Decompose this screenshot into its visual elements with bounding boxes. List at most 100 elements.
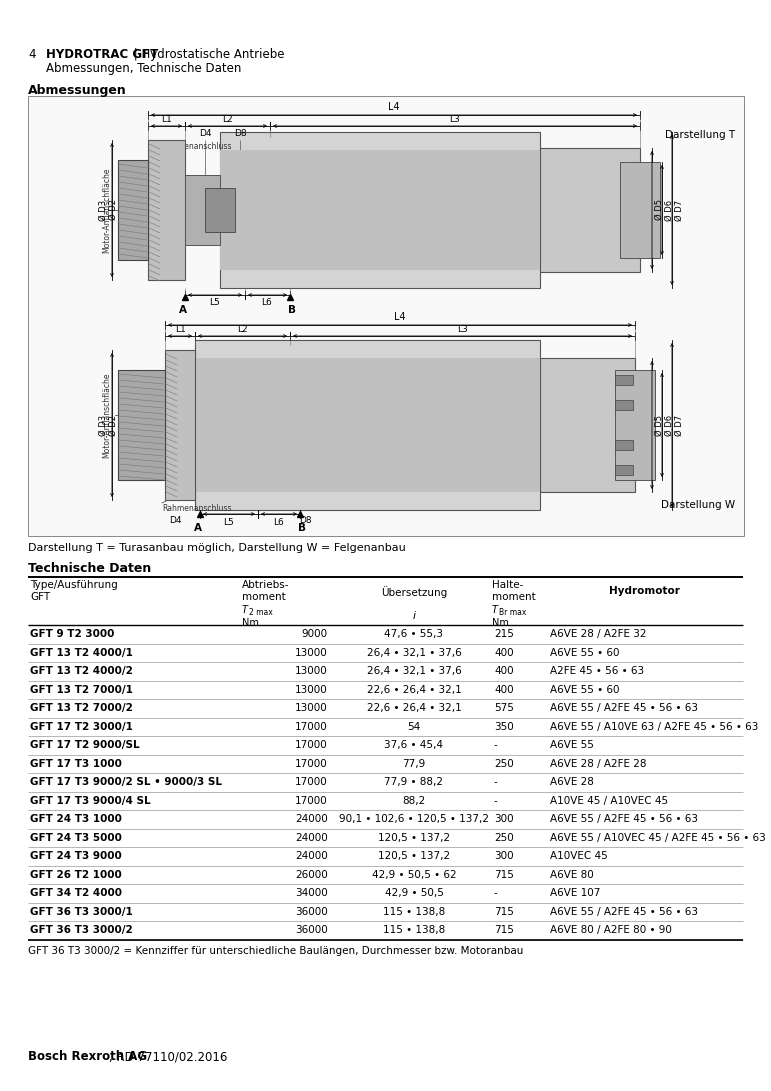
Text: GFT 36 T3 3000/1: GFT 36 T3 3000/1 — [30, 907, 133, 916]
Text: 9000: 9000 — [302, 630, 328, 639]
Text: GFT 24 T3 5000: GFT 24 T3 5000 — [30, 832, 122, 842]
Text: Ø D3: Ø D3 — [99, 200, 108, 220]
Text: 24000: 24000 — [295, 814, 328, 824]
Bar — [615, 465, 633, 475]
Text: Br max: Br max — [499, 608, 527, 618]
Text: 37,6 • 45,4: 37,6 • 45,4 — [385, 741, 443, 751]
Text: 115 • 138,8: 115 • 138,8 — [383, 907, 445, 916]
Text: 24000: 24000 — [295, 832, 328, 842]
Text: 120,5 • 137,2: 120,5 • 137,2 — [378, 832, 450, 842]
Text: 17000: 17000 — [295, 795, 328, 806]
Text: moment: moment — [492, 592, 536, 602]
Text: Hydromotor: Hydromotor — [608, 586, 679, 596]
Text: 17000: 17000 — [295, 741, 328, 751]
Text: 90,1 • 102,6 • 120,5 • 137,2: 90,1 • 102,6 • 120,5 • 137,2 — [339, 814, 489, 824]
Text: 77,9: 77,9 — [402, 758, 426, 769]
Text: Ø D6: Ø D6 — [665, 415, 674, 435]
Text: 42,9 • 50,5: 42,9 • 50,5 — [385, 888, 443, 898]
Text: 26,4 • 32,1 • 37,6: 26,4 • 32,1 • 37,6 — [367, 648, 461, 658]
Text: A6VE 55 / A2FE 45 • 56 • 63: A6VE 55 / A2FE 45 • 56 • 63 — [550, 907, 698, 916]
Text: 120,5 • 137,2: 120,5 • 137,2 — [378, 851, 450, 861]
Text: A6VE 55 • 60: A6VE 55 • 60 — [550, 685, 620, 695]
Text: -: - — [494, 795, 498, 806]
Text: T: T — [242, 606, 248, 615]
Bar — [615, 375, 633, 385]
Text: 215: 215 — [494, 630, 514, 639]
Text: Technische Daten: Technische Daten — [28, 562, 151, 575]
Text: 26000: 26000 — [295, 870, 328, 879]
Text: L6: L6 — [261, 298, 272, 307]
Text: 22,6 • 26,4 • 32,1: 22,6 • 26,4 • 32,1 — [367, 685, 461, 695]
Text: D4: D4 — [199, 129, 211, 137]
Text: GFT 17 T3 9000/4 SL: GFT 17 T3 9000/4 SL — [30, 795, 150, 806]
Text: 47,6 • 55,3: 47,6 • 55,3 — [385, 630, 443, 639]
Text: Abmessungen: Abmessungen — [28, 84, 126, 97]
Bar — [148, 140, 185, 280]
Text: 715: 715 — [494, 925, 514, 935]
Text: 400: 400 — [494, 648, 513, 658]
Text: GFT 13 T2 4000/2: GFT 13 T2 4000/2 — [30, 667, 133, 676]
Text: Übersetzung: Übersetzung — [381, 586, 447, 598]
Text: A2FE 45 • 56 • 63: A2FE 45 • 56 • 63 — [550, 667, 644, 676]
Text: Ø D6: Ø D6 — [665, 200, 674, 220]
Text: A6VE 55 / A10VE 63 / A2FE 45 • 56 • 63: A6VE 55 / A10VE 63 / A2FE 45 • 56 • 63 — [550, 722, 759, 732]
Text: Darstellung W: Darstellung W — [661, 500, 735, 509]
Text: 115 • 138,8: 115 • 138,8 — [383, 925, 445, 935]
Text: GFT 17 T2 9000/SL: GFT 17 T2 9000/SL — [30, 741, 140, 751]
Text: A6VE 28: A6VE 28 — [550, 777, 594, 788]
Text: L2: L2 — [237, 325, 247, 334]
Text: A6VE 55: A6VE 55 — [550, 741, 594, 751]
Text: 575: 575 — [494, 704, 514, 714]
Text: -: - — [494, 888, 498, 898]
Text: Darstellung T: Darstellung T — [665, 130, 735, 140]
Text: L6: L6 — [274, 518, 284, 527]
Text: 54: 54 — [407, 722, 421, 732]
Text: L3: L3 — [456, 325, 467, 334]
Bar — [195, 340, 540, 509]
Text: Ø D1: Ø D1 — [119, 200, 128, 220]
Text: Halte-: Halte- — [492, 580, 524, 590]
Text: 715: 715 — [494, 907, 514, 916]
Text: -: - — [494, 777, 498, 788]
Text: GFT 17 T3 1000: GFT 17 T3 1000 — [30, 758, 122, 769]
Text: 13000: 13000 — [295, 667, 328, 676]
Text: 22,6 • 26,4 • 32,1: 22,6 • 26,4 • 32,1 — [367, 704, 461, 714]
Text: GFT 26 T2 1000: GFT 26 T2 1000 — [30, 870, 122, 879]
Text: Ø D3: Ø D3 — [99, 415, 108, 435]
Bar — [615, 400, 633, 410]
Text: GFT 9 T2 3000: GFT 9 T2 3000 — [30, 630, 114, 639]
Text: 400: 400 — [494, 685, 513, 695]
Text: T: T — [492, 606, 498, 615]
Text: A6VE 80: A6VE 80 — [550, 870, 594, 879]
Text: D8: D8 — [298, 516, 311, 525]
Bar — [195, 358, 540, 492]
Bar — [118, 160, 148, 260]
Text: Ø D5: Ø D5 — [655, 415, 664, 435]
Text: L2: L2 — [222, 115, 232, 124]
Text: D8: D8 — [234, 129, 246, 137]
Text: GFT: GFT — [30, 592, 50, 602]
Text: GFT 36 T3 3000/2 = Kennziffer für unterschiedliche Baulängen, Durchmesser bzw. M: GFT 36 T3 3000/2 = Kennziffer für unters… — [28, 947, 524, 957]
Text: -: - — [494, 741, 498, 751]
Text: HYDROTRAC GFT: HYDROTRAC GFT — [46, 48, 158, 61]
Text: A: A — [194, 523, 202, 533]
Bar — [118, 370, 165, 480]
Text: 17000: 17000 — [295, 777, 328, 788]
Text: L1: L1 — [160, 115, 171, 124]
Bar — [615, 370, 655, 480]
Text: A6VE 107: A6VE 107 — [550, 888, 601, 898]
Text: , RD 77110/02.2016: , RD 77110/02.2016 — [109, 1050, 227, 1063]
Text: GFT 24 T3 9000: GFT 24 T3 9000 — [30, 851, 122, 861]
Text: B: B — [288, 305, 296, 315]
Text: Nm: Nm — [242, 618, 259, 628]
Bar — [540, 358, 635, 492]
Text: 88,2: 88,2 — [402, 795, 426, 806]
Text: L5: L5 — [224, 518, 234, 527]
Text: B: B — [298, 523, 306, 533]
Text: 13000: 13000 — [295, 685, 328, 695]
Text: A6VE 55 • 60: A6VE 55 • 60 — [550, 648, 620, 658]
Text: A6VE 28 / A2FE 28: A6VE 28 / A2FE 28 — [550, 758, 647, 769]
Text: Nm: Nm — [492, 618, 509, 628]
Text: 4: 4 — [28, 48, 35, 61]
Bar — [185, 175, 220, 245]
